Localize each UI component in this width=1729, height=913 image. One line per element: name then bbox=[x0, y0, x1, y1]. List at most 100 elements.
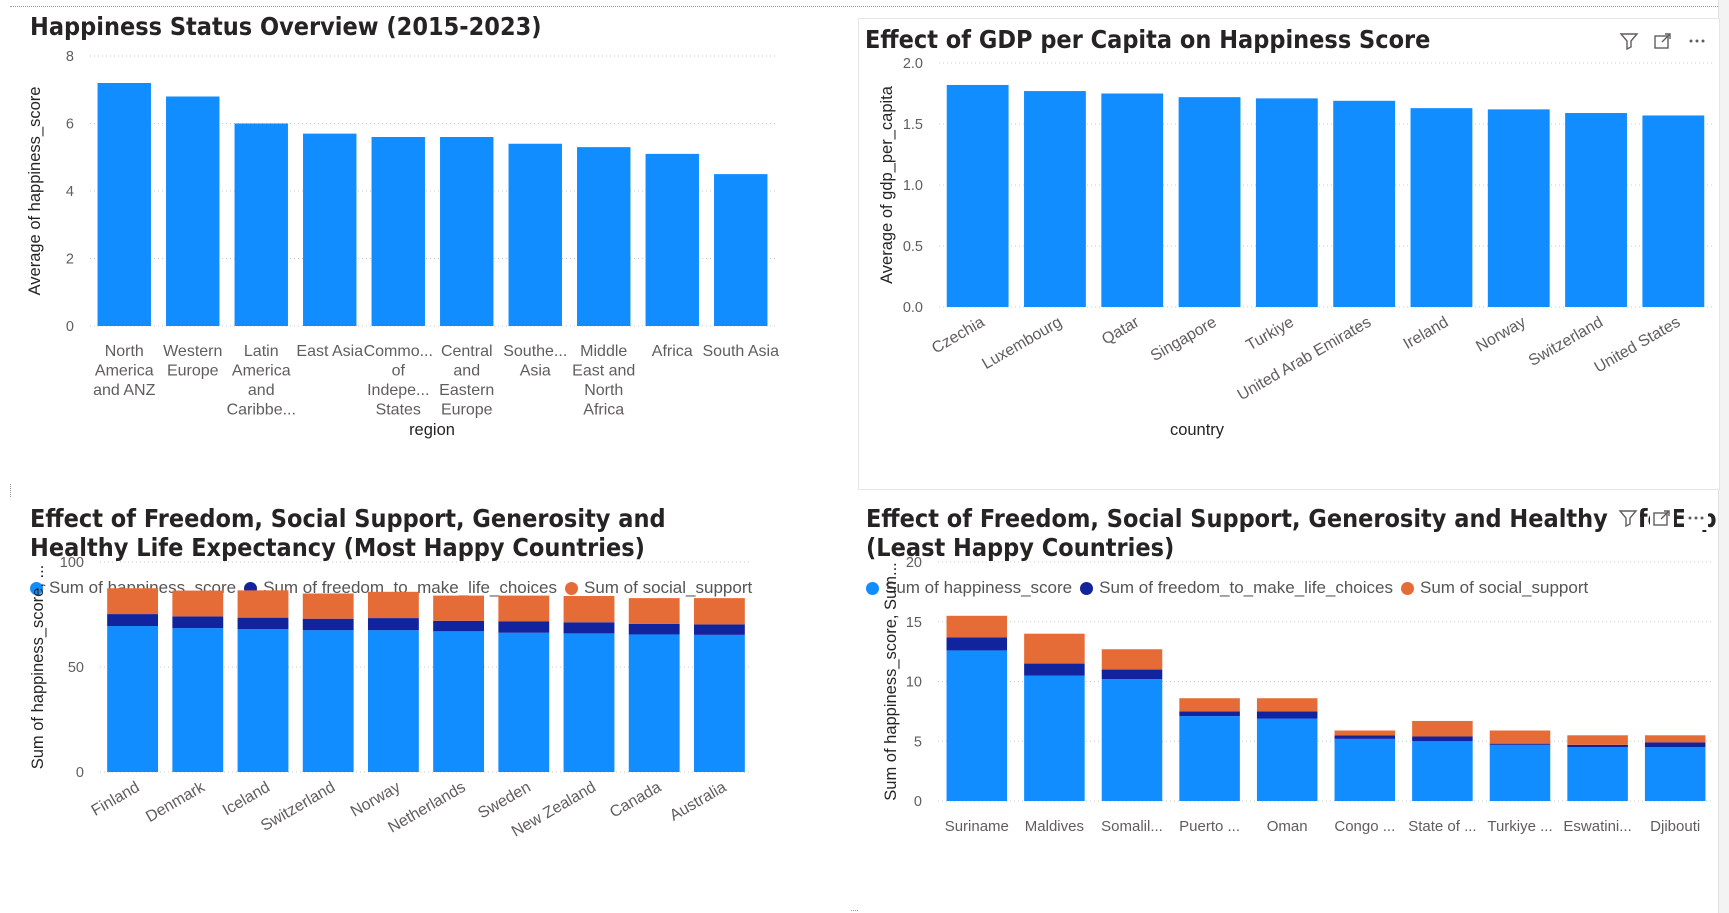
legend-item-freedom[interactable]: Sum of freedom_to_make_life_choices bbox=[1080, 578, 1393, 598]
bar-segment-somalil-freedom[interactable] bbox=[1101, 669, 1163, 680]
least-happy-countries-chart[interactable]: Effect of Freedom, Social Support, Gener… bbox=[858, 498, 1718, 913]
bar-segment-somalil-social-support[interactable] bbox=[1101, 649, 1163, 670]
bar-segment-australia-freedom[interactable] bbox=[693, 624, 745, 635]
bar-segment-iceland-freedom[interactable] bbox=[237, 617, 289, 630]
bar-segment-eswatini-happiness[interactable] bbox=[1567, 747, 1628, 801]
bar-segment-state-of-freedom[interactable] bbox=[1412, 736, 1473, 742]
focus-mode-icon[interactable] bbox=[1650, 506, 1674, 530]
bar-segment-switzerland-happiness[interactable] bbox=[302, 630, 354, 772]
bar-western-europe[interactable] bbox=[166, 96, 220, 327]
bar-central-and-eastern-europe[interactable] bbox=[440, 137, 494, 326]
bar-segment-new-zealand-happiness[interactable] bbox=[563, 633, 615, 772]
more-options-icon[interactable] bbox=[1685, 29, 1709, 53]
bar-segment-denmark-happiness[interactable] bbox=[172, 628, 224, 772]
bar-segment-turkiye-happiness[interactable] bbox=[1489, 744, 1551, 801]
legend-item-social-support[interactable]: Sum of social_support bbox=[1401, 578, 1588, 598]
bar-segment-sweden-freedom[interactable] bbox=[498, 621, 550, 633]
bar-segment-maldives-freedom[interactable] bbox=[1024, 663, 1085, 676]
bar-segment-switzerland-social-support[interactable] bbox=[302, 593, 354, 619]
bar-segment-iceland-social-support[interactable] bbox=[237, 590, 289, 618]
bar-norway[interactable] bbox=[1487, 109, 1550, 307]
bar-segment-turkiye-social-support[interactable] bbox=[1489, 730, 1551, 744]
legend-item-social-support[interactable]: Sum of social_support bbox=[565, 578, 752, 598]
bar-segment-australia-happiness[interactable] bbox=[693, 634, 745, 772]
bar-segment-new-zealand-freedom[interactable] bbox=[563, 622, 615, 634]
bar-segment-suriname-happiness[interactable] bbox=[946, 650, 1008, 801]
bar-segment-turkiye-freedom[interactable] bbox=[1489, 743, 1551, 745]
bar-segment-state-of-happiness[interactable] bbox=[1412, 741, 1473, 801]
bar-segment-finland-freedom[interactable] bbox=[107, 614, 159, 627]
bar-segment-oman-happiness[interactable] bbox=[1256, 718, 1318, 801]
bar-segment-norway-social-support[interactable] bbox=[367, 591, 419, 619]
bar-latin-america-and-caribbe[interactable] bbox=[234, 123, 288, 327]
bar-segment-sweden-social-support[interactable] bbox=[498, 595, 550, 622]
legend-item-happiness[interactable]: Sum of happiness_score bbox=[866, 578, 1072, 598]
y-axis-title: Average of gdp_per_capita bbox=[878, 85, 896, 284]
bar-segment-oman-freedom[interactable] bbox=[1256, 711, 1318, 719]
bar-segment-congo-happiness[interactable] bbox=[1334, 738, 1396, 801]
bar-segment-djibouti-freedom[interactable] bbox=[1644, 742, 1706, 748]
bar-segment-switzerland-freedom[interactable] bbox=[302, 618, 354, 631]
bar-segment-iceland-happiness[interactable] bbox=[237, 629, 289, 772]
bar-czechia[interactable] bbox=[946, 84, 1009, 308]
bar-segment-puerto-happiness[interactable] bbox=[1179, 716, 1240, 801]
bar-segment-netherlands-freedom[interactable] bbox=[433, 620, 485, 632]
bar-switzerland[interactable] bbox=[1565, 113, 1627, 308]
bar-segment-sweden-happiness[interactable] bbox=[498, 632, 550, 772]
y-tick-label: 1.0 bbox=[903, 178, 923, 194]
bar-segment-denmark-social-support[interactable] bbox=[172, 590, 224, 617]
bar-segment-new-zealand-social-support[interactable] bbox=[563, 596, 615, 623]
bar-south-asia[interactable] bbox=[714, 174, 768, 326]
bar-segment-state-of-social-support[interactable] bbox=[1412, 720, 1473, 737]
bar-segment-australia-social-support[interactable] bbox=[693, 598, 745, 625]
bar-turkiye[interactable] bbox=[1255, 98, 1318, 307]
bar-united-arab-emirates[interactable] bbox=[1333, 100, 1396, 307]
bar-segment-finland-social-support[interactable] bbox=[107, 588, 159, 615]
bar-southe-asia[interactable] bbox=[508, 143, 562, 326]
bar-segment-congo-social-support[interactable] bbox=[1334, 730, 1396, 736]
bar-north-america-and-anz[interactable] bbox=[97, 83, 151, 326]
bar-segment-eswatini-social-support[interactable] bbox=[1567, 735, 1628, 745]
bar-segment-oman-social-support[interactable] bbox=[1256, 698, 1318, 712]
bar-segment-maldives-social-support[interactable] bbox=[1024, 633, 1085, 664]
visual-header-toolbar bbox=[1617, 29, 1709, 53]
bar-segment-maldives-happiness[interactable] bbox=[1024, 675, 1085, 801]
bar-segment-norway-freedom[interactable] bbox=[367, 618, 419, 631]
bar-singapore[interactable] bbox=[1178, 97, 1241, 307]
more-options-icon[interactable] bbox=[1684, 506, 1708, 530]
bar-segment-denmark-freedom[interactable] bbox=[172, 616, 224, 629]
bar-commo-of-indepe-states[interactable] bbox=[371, 137, 425, 326]
x-tick-label: Puerto ... bbox=[1179, 818, 1240, 835]
bar-segment-puerto-social-support[interactable] bbox=[1179, 698, 1240, 712]
bar-segment-netherlands-happiness[interactable] bbox=[433, 631, 485, 772]
bar-segment-norway-happiness[interactable] bbox=[367, 630, 419, 772]
bar-africa[interactable] bbox=[645, 153, 699, 326]
bar-luxembourg[interactable] bbox=[1024, 91, 1086, 307]
bar-segment-djibouti-social-support[interactable] bbox=[1644, 735, 1706, 743]
bar-segment-puerto-freedom[interactable] bbox=[1179, 711, 1240, 717]
bar-middle-east-and-north-africa[interactable] bbox=[577, 147, 631, 326]
bar-segment-suriname-freedom[interactable] bbox=[946, 637, 1008, 651]
x-tick-label: Qatar bbox=[1099, 313, 1143, 348]
bar-united-states[interactable] bbox=[1642, 115, 1705, 308]
filter-icon[interactable] bbox=[1616, 506, 1640, 530]
bar-segment-netherlands-social-support[interactable] bbox=[433, 595, 485, 621]
bar-segment-canada-happiness[interactable] bbox=[628, 634, 680, 772]
bar-segment-djibouti-happiness[interactable] bbox=[1644, 747, 1706, 801]
bar-segment-somalil-happiness[interactable] bbox=[1101, 679, 1163, 801]
gdp-per-capita-chart[interactable]: Effect of GDP per Capita on Happiness Sc… bbox=[858, 18, 1720, 490]
bar-east-asia[interactable] bbox=[303, 133, 357, 326]
bar-segment-suriname-social-support[interactable] bbox=[946, 615, 1008, 638]
filter-icon[interactable] bbox=[1617, 29, 1641, 53]
bar-segment-canada-freedom[interactable] bbox=[628, 623, 680, 635]
bar-ireland[interactable] bbox=[1410, 108, 1473, 307]
bar-segment-congo-freedom[interactable] bbox=[1334, 735, 1396, 739]
most-happy-countries-chart[interactable]: Effect of Freedom, Social Support, Gener… bbox=[10, 498, 850, 913]
x-tick-label: Australia bbox=[667, 779, 729, 825]
bar-segment-eswatini-freedom[interactable] bbox=[1567, 744, 1628, 748]
focus-mode-icon[interactable] bbox=[1651, 29, 1675, 53]
happiness-by-region-chart[interactable]: Happiness Status Overview (2015-2023) 0 2… bbox=[10, 8, 850, 483]
bar-segment-canada-social-support[interactable] bbox=[628, 598, 680, 624]
bar-qatar[interactable] bbox=[1101, 93, 1164, 308]
bar-segment-finland-happiness[interactable] bbox=[107, 626, 159, 772]
